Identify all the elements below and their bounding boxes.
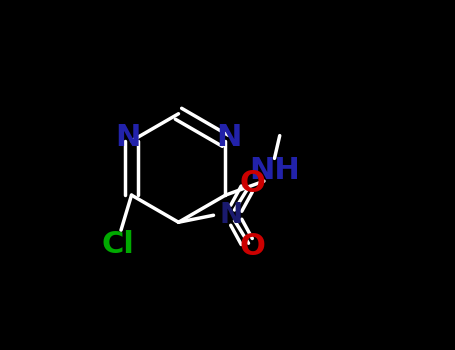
- Text: Cl: Cl: [101, 230, 134, 259]
- Text: NH: NH: [249, 156, 300, 185]
- Text: O: O: [239, 232, 265, 261]
- Text: N: N: [216, 123, 242, 152]
- Text: N: N: [115, 123, 141, 152]
- Text: O: O: [239, 169, 265, 198]
- Text: N: N: [219, 201, 243, 229]
